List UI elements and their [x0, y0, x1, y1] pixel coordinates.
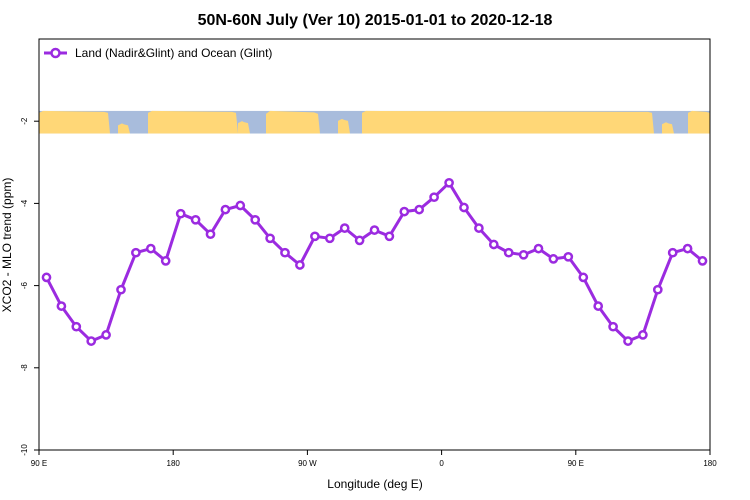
map-land-5 — [338, 118, 350, 134]
y-tick-label: -6 — [20, 281, 29, 289]
data-point — [638, 330, 648, 340]
map-land-1 — [118, 123, 130, 134]
data-point — [399, 206, 410, 217]
data-point — [235, 200, 246, 211]
data-point — [175, 208, 186, 219]
legend-entry-label: Land (Nadir&Glint) and Ocean (Glint) — [75, 46, 272, 60]
data-point — [503, 247, 514, 258]
map-land-8 — [688, 110, 710, 134]
data-point — [205, 229, 216, 240]
data-point — [41, 272, 52, 283]
data-point — [354, 235, 365, 246]
legend-marker-swatch — [50, 47, 61, 59]
data-point — [697, 256, 708, 266]
data-point — [414, 204, 425, 215]
data-point — [116, 284, 126, 295]
data-point — [593, 301, 604, 311]
data-point — [145, 243, 156, 254]
data-point — [160, 256, 171, 266]
data-point — [474, 223, 484, 233]
x-axis: 90 E 180 90 W 0 90 E 180 — [31, 450, 717, 468]
data-point — [578, 272, 589, 283]
y-axis-label: XCO2 - MLO trend (ppm) — [0, 178, 14, 313]
data-point — [652, 284, 663, 295]
data-point — [384, 231, 395, 242]
y-tick-label: -8 — [20, 364, 29, 372]
map-land-4 — [266, 110, 320, 134]
data-point — [220, 204, 231, 215]
y-tick-label: -10 — [20, 444, 29, 456]
data-point — [56, 301, 67, 311]
data-point — [131, 247, 141, 258]
data-point — [339, 223, 350, 233]
data-point — [295, 260, 305, 270]
data-point — [250, 214, 261, 225]
data-point — [518, 249, 529, 260]
data-point — [310, 231, 320, 242]
y-tick-label: -4 — [20, 199, 29, 207]
data-point — [86, 336, 97, 346]
data-point — [429, 192, 439, 203]
x-tick-label: 90 E — [31, 459, 47, 468]
data-point — [459, 202, 469, 213]
map-land-2 — [148, 110, 238, 134]
data-point — [667, 247, 678, 258]
map-band — [39, 110, 710, 134]
data-point — [71, 321, 82, 332]
data-point — [548, 254, 559, 264]
y-axis: -2 -4 -6 -8 -10 — [20, 117, 39, 456]
y-tick-label: -2 — [20, 117, 29, 125]
chart-title: 50N-60N July (Ver 10) 2015-01-01 to 2020… — [198, 12, 553, 29]
data-point — [280, 247, 290, 258]
x-tick-label: 90 W — [298, 459, 317, 468]
series-line — [45, 181, 704, 343]
data-point — [682, 243, 693, 254]
plot-frame — [38, 38, 711, 451]
data-point — [488, 239, 499, 250]
map-land-0 — [39, 110, 110, 134]
x-tick-label: 180 — [703, 459, 717, 468]
data-point — [369, 225, 380, 235]
x-axis-label: Longitude (deg E) — [327, 477, 422, 491]
data-point — [101, 330, 111, 340]
data-point — [533, 243, 544, 254]
data-point — [190, 214, 201, 225]
data-point — [324, 233, 335, 244]
map-land-3 — [238, 121, 250, 134]
legend: Land (Nadir&Glint) and Ocean (Glint) — [44, 46, 272, 60]
data-point — [265, 233, 275, 244]
data-point — [608, 321, 618, 332]
map-land-6 — [362, 110, 654, 134]
data-point — [623, 336, 633, 346]
x-tick-label: 180 — [167, 459, 181, 468]
series-layer — [41, 177, 708, 346]
map-land-7 — [662, 122, 674, 134]
x-tick-label: 0 — [439, 459, 444, 468]
x-tick-label: 90 E — [568, 459, 584, 468]
data-point — [444, 177, 454, 188]
data-point — [563, 251, 574, 262]
